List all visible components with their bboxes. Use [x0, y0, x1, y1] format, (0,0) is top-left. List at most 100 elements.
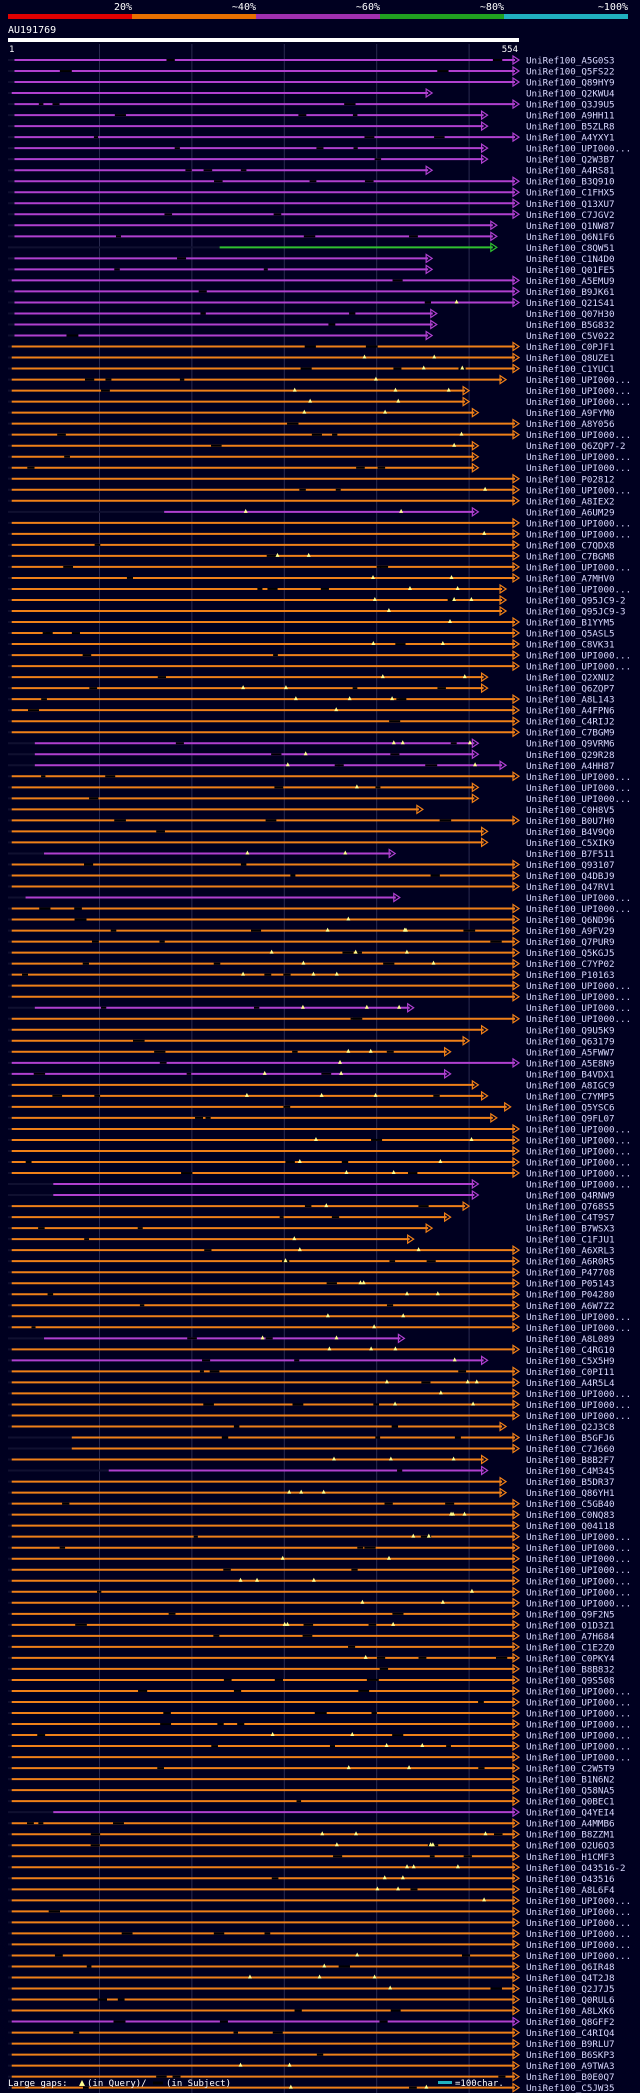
hit-id-label[interactable]: UniRef100_Q9VRM6	[526, 739, 615, 750]
hit-id-label[interactable]: UniRef100_Q6IR48	[526, 1962, 615, 1973]
hit-id-label[interactable]: UniRef100_B0U7H0	[526, 816, 615, 827]
hit-id-label[interactable]: UniRef100_UPI000...	[526, 1587, 631, 1598]
hit-id-label[interactable]: UniRef100_UPI000...	[526, 1323, 631, 1334]
hit-id-label[interactable]: UniRef100_A4MMB6	[526, 1819, 615, 1830]
hit-id-label[interactable]: UniRef100_A9FV29	[526, 926, 615, 937]
hit-id-label[interactable]: UniRef100_O1D3Z1	[526, 1620, 615, 1631]
hit-id-label[interactable]: UniRef100_Q5FS22	[526, 67, 615, 78]
hit-id-label[interactable]: UniRef100_Q86YH1	[526, 1488, 615, 1499]
hit-id-label[interactable]: UniRef100_Q4T2J8	[526, 1973, 615, 1984]
hit-id-label[interactable]: UniRef100_UPI000...	[526, 1598, 631, 1609]
hit-id-label[interactable]: UniRef100_UPI000...	[526, 662, 631, 673]
hit-id-label[interactable]: UniRef100_UPI000...	[526, 1940, 631, 1951]
hit-id-label[interactable]: UniRef100_Q95JC9-3	[526, 607, 626, 618]
hit-id-label[interactable]: UniRef100_C5GB40	[526, 1499, 615, 1510]
hit-id-label[interactable]: UniRef100_H1CMF3	[526, 1852, 615, 1863]
hit-id-label[interactable]: UniRef100_C0H8V5	[526, 805, 615, 816]
hit-id-label[interactable]: UniRef100_B9JK61	[526, 287, 615, 298]
hit-id-label[interactable]: UniRef100_Q6ZQP7	[526, 684, 615, 695]
hit-id-label[interactable]: UniRef100_A8L143	[526, 695, 615, 706]
hit-id-label[interactable]: UniRef100_UPI000...	[526, 992, 631, 1003]
hit-id-label[interactable]: UniRef100_Q2J3C8	[526, 1422, 615, 1433]
hit-id-label[interactable]: UniRef100_Q29R28	[526, 750, 615, 761]
hit-id-label[interactable]: UniRef100_O43516-2	[526, 1863, 626, 1874]
hit-id-label[interactable]: UniRef100_C5X5H9	[526, 1356, 615, 1367]
hit-id-label[interactable]: UniRef100_Q5YSC6	[526, 1102, 615, 1113]
hit-id-label[interactable]: UniRef100_A6UM29	[526, 507, 615, 518]
hit-id-label[interactable]: UniRef100_UPI000...	[526, 1003, 631, 1014]
hit-id-label[interactable]: UniRef100_C0PI11	[526, 1367, 615, 1378]
hit-id-label[interactable]: UniRef100_Q89HY9	[526, 78, 615, 89]
hit-id-label[interactable]: UniRef100_Q8UZE1	[526, 353, 615, 364]
hit-id-label[interactable]: UniRef100_UPI000...	[526, 1742, 631, 1753]
hit-id-label[interactable]: UniRef100_P47708	[526, 1268, 615, 1279]
hit-id-label[interactable]: UniRef100_A4R5L4	[526, 1378, 615, 1389]
hit-id-label[interactable]: UniRef100_C8QW51	[526, 243, 615, 254]
hit-id-label[interactable]: UniRef100_Q9S508	[526, 1675, 615, 1686]
hit-id-label[interactable]: UniRef100_UPI000...	[526, 1543, 631, 1554]
hit-id-label[interactable]: UniRef100_Q58NA5	[526, 1786, 615, 1797]
hit-id-label[interactable]: UniRef100_C5JW35	[526, 2083, 615, 2093]
hit-id-label[interactable]: UniRef100_Q4YEI4	[526, 1808, 615, 1819]
hit-id-label[interactable]: UniRef100_C7YMP5	[526, 1091, 615, 1102]
hit-id-label[interactable]: UniRef100_B8B832	[526, 1664, 615, 1675]
hit-id-label[interactable]: UniRef100_UPI000...	[526, 1135, 631, 1146]
hit-id-label[interactable]: UniRef100_UPI000...	[526, 397, 631, 408]
hit-id-label[interactable]: UniRef100_UPI000...	[526, 485, 631, 496]
hit-id-label[interactable]: UniRef100_B8ZZM1	[526, 1830, 615, 1841]
hit-id-label[interactable]: UniRef100_C4RIQ4	[526, 2028, 615, 2039]
hit-id-label[interactable]: UniRef100_B5GFJ6	[526, 1433, 615, 1444]
hit-id-label[interactable]: UniRef100_UPI000...	[526, 904, 631, 915]
hit-id-label[interactable]: UniRef100_UPI000...	[526, 783, 631, 794]
hit-id-label[interactable]: UniRef100_A9TWA3	[526, 2061, 615, 2072]
hit-id-label[interactable]: UniRef100_Q13XU7	[526, 199, 615, 210]
hit-id-label[interactable]: UniRef100_C7BGM9	[526, 728, 615, 739]
hit-id-label[interactable]: UniRef100_A7MHV0	[526, 573, 615, 584]
hit-id-label[interactable]: UniRef100_Q768S5	[526, 1202, 615, 1213]
hit-id-label[interactable]: UniRef100_B4V9Q0	[526, 827, 615, 838]
hit-id-label[interactable]: UniRef100_UPI000...	[526, 1576, 631, 1587]
hit-id-label[interactable]: UniRef100_C0NQ83	[526, 1510, 615, 1521]
hit-id-label[interactable]: UniRef100_UPI000...	[526, 463, 631, 474]
hit-id-label[interactable]: UniRef100_UPI000...	[526, 1951, 631, 1962]
hit-id-label[interactable]: UniRef100_P02812	[526, 474, 615, 485]
hit-id-label[interactable]: UniRef100_UPI000...	[526, 1312, 631, 1323]
hit-id-label[interactable]: UniRef100_UPI000...	[526, 375, 631, 386]
hit-id-label[interactable]: UniRef100_UPI000...	[526, 1709, 631, 1720]
hit-id-label[interactable]: UniRef100_UPI000...	[526, 562, 631, 573]
hit-id-label[interactable]: UniRef100_Q95JC9-2	[526, 595, 626, 606]
hit-id-label[interactable]: UniRef100_A9FYM0	[526, 408, 615, 419]
hit-id-label[interactable]: UniRef100_UPI000...	[526, 1389, 631, 1400]
hit-id-label[interactable]: UniRef100_Q2KWU4	[526, 89, 615, 100]
hit-id-label[interactable]: UniRef100_B6SKP3	[526, 2050, 615, 2061]
hit-id-label[interactable]: UniRef100_UPI000...	[526, 1124, 631, 1135]
hit-id-label[interactable]: UniRef100_C1FHX5	[526, 188, 615, 199]
hit-id-label[interactable]: UniRef100_C4RIJ2	[526, 717, 615, 728]
hit-id-label[interactable]: UniRef100_A4RS81	[526, 166, 615, 177]
hit-id-label[interactable]: UniRef100_UPI000...	[526, 1907, 631, 1918]
hit-id-label[interactable]: UniRef100_C7QDX8	[526, 540, 615, 551]
hit-id-label[interactable]: UniRef100_Q9U5K9	[526, 1025, 615, 1036]
hit-id-label[interactable]: UniRef100_C1N4D0	[526, 254, 615, 265]
hit-id-label[interactable]: UniRef100_B3Q910	[526, 177, 615, 188]
hit-id-label[interactable]: UniRef100_Q04118	[526, 1521, 615, 1532]
hit-id-label[interactable]: UniRef100_A8L6F4	[526, 1885, 615, 1896]
hit-id-label[interactable]: UniRef100_UPI000...	[526, 144, 631, 155]
hit-id-label[interactable]: UniRef100_UPI000...	[526, 386, 631, 397]
hit-id-label[interactable]: UniRef100_Q21S41	[526, 298, 615, 309]
hit-id-label[interactable]: UniRef100_A8IEX2	[526, 496, 615, 507]
hit-id-label[interactable]: UniRef100_B5G832	[526, 320, 615, 331]
hit-id-label[interactable]: UniRef100_C1YUC1	[526, 364, 615, 375]
hit-id-label[interactable]: UniRef100_Q9F2N5	[526, 1609, 615, 1620]
hit-id-label[interactable]: UniRef100_B1YYM5	[526, 618, 615, 629]
hit-id-label[interactable]: UniRef100_UPI000...	[526, 1532, 631, 1543]
hit-id-label[interactable]: UniRef100_C4RG10	[526, 1345, 615, 1356]
hit-id-label[interactable]: UniRef100_UPI000...	[526, 1929, 631, 1940]
hit-id-label[interactable]: UniRef100_Q6N1F6	[526, 232, 615, 243]
hit-id-label[interactable]: UniRef100_UPI000...	[526, 1146, 631, 1157]
hit-id-label[interactable]: UniRef100_C8VK31	[526, 640, 615, 651]
hit-id-label[interactable]: UniRef100_UPI000...	[526, 452, 631, 463]
hit-id-label[interactable]: UniRef100_Q2XNU2	[526, 673, 615, 684]
hit-id-label[interactable]: UniRef100_UPI000...	[526, 518, 631, 529]
hit-id-label[interactable]: UniRef100_A8L089	[526, 1334, 615, 1345]
